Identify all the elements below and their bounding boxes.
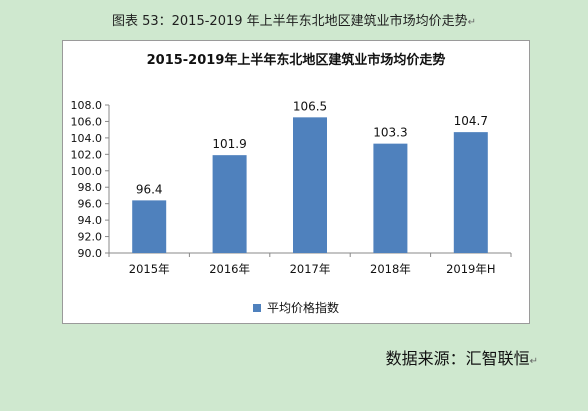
data-label: 101.9 [212,137,246,151]
data-label: 104.7 [454,114,488,128]
category-label: 2017年 [290,262,331,276]
y-tick-label: 90.0 [78,247,103,260]
source-text: 数据来源：汇智联恒 [385,349,530,368]
chart-panel: 2015-2019年上半年东北地区建筑业市场均价走势 90.0 92.0 94.0 9… [62,40,530,324]
bar [293,117,327,253]
caption-text: 图表 53：2015-2019 年上半年东北地区建筑业市场均价走势 [111,14,468,29]
y-tick-label: 106.0 [71,115,103,128]
data-label: 96.4 [136,182,163,196]
data-label: 106.5 [293,99,327,113]
category-label: 2015年 [129,262,170,276]
return-mark-icon: ↵ [467,17,477,28]
category-label: 2016年 [209,262,250,276]
bar [212,155,247,253]
legend-swatch-icon [252,303,261,312]
legend: 平均价格指数 [63,299,529,316]
y-tick-label: 102.0 [71,148,103,161]
data-label: 103.3 [373,126,407,140]
legend-label: 平均价格指数 [266,301,339,315]
category-label: 2018年 [370,262,411,276]
y-tick-label: 100.0 [71,165,103,178]
source-return-mark-icon: ↵ [529,356,538,367]
document-caption: 图表 53：2015-2019 年上半年东北地区建筑业市场均价走势↵ [0,10,588,29]
y-tick-label: 94.0 [78,214,103,227]
y-tick-label: 92.0 [78,231,103,244]
bar [453,132,488,253]
y-tick-label: 96.0 [78,198,103,211]
y-tick-label: 104.0 [71,132,103,145]
bar [132,200,167,253]
y-tick-label: 108.0 [71,99,103,112]
category-label: 2019年H [446,262,495,276]
y-tick-label: 98.0 [78,181,103,194]
source-note: 数据来源：汇智联恒↵ [386,345,538,369]
chart-title: 2015-2019年上半年东北地区建筑业市场均价走势 [146,53,446,68]
bar [373,143,408,253]
bar-chart: 90.0 92.0 94.0 96.0 98.0 100.0 102.0 104.0 106.0… [71,99,512,276]
